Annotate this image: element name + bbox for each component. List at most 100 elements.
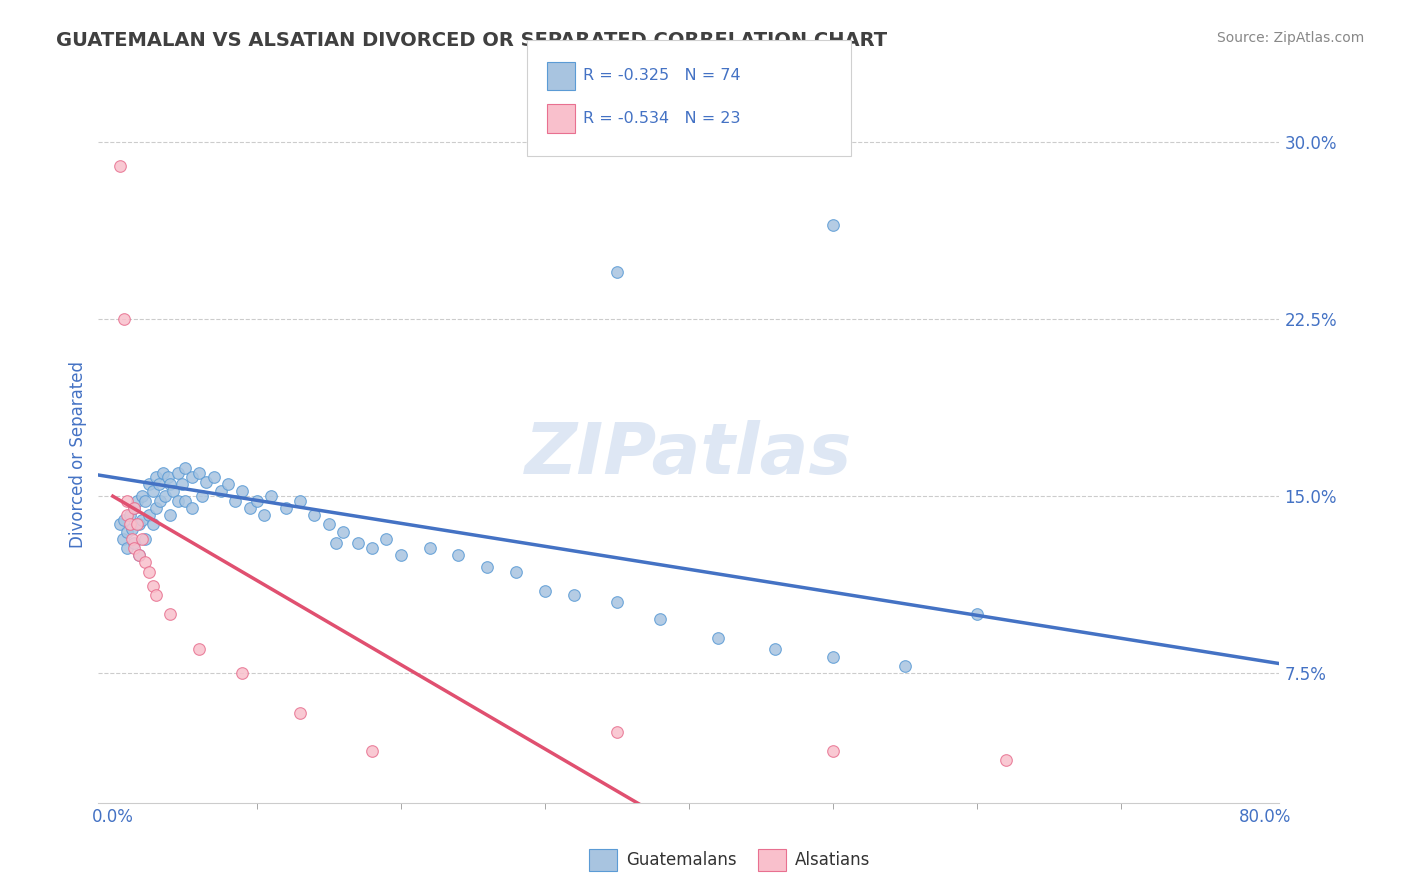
Point [115, 508, 138, 522]
Point [191, 489, 214, 503]
Point [239, 500, 262, 515]
Point [994, 753, 1017, 767]
Point [346, 536, 368, 550]
Point [108, 159, 131, 173]
Point [706, 631, 728, 645]
Point [477, 560, 499, 574]
Point [375, 532, 398, 546]
Point [606, 265, 628, 279]
Point [763, 642, 786, 657]
Point [217, 477, 239, 491]
Point [108, 517, 131, 532]
Point [195, 475, 218, 489]
Y-axis label: Divorced or Separated: Divorced or Separated [69, 361, 87, 549]
Point [145, 500, 167, 515]
Point [181, 470, 204, 484]
Point [124, 536, 146, 550]
Point [111, 532, 134, 546]
Point [318, 517, 340, 532]
Point [288, 494, 311, 508]
Point [134, 494, 156, 508]
Point [821, 744, 844, 758]
Point [159, 508, 181, 522]
Text: R = -0.325   N = 74: R = -0.325 N = 74 [583, 69, 741, 83]
Point [260, 489, 283, 503]
Point [127, 494, 149, 508]
Point [128, 548, 150, 562]
Point [606, 725, 628, 739]
Point [124, 541, 146, 555]
Point [253, 508, 276, 522]
Point [120, 508, 142, 522]
Point [534, 583, 557, 598]
Point [124, 500, 146, 515]
Point [121, 522, 143, 536]
Point [153, 489, 176, 503]
Point [142, 579, 165, 593]
Point [361, 744, 384, 758]
Point [120, 517, 142, 532]
Point [894, 659, 917, 673]
Point [188, 642, 211, 657]
Point [128, 517, 150, 532]
Point [127, 517, 149, 532]
Text: R = -0.534   N = 23: R = -0.534 N = 23 [583, 112, 741, 126]
Text: Alsatians: Alsatians [794, 851, 870, 869]
Point [209, 484, 232, 499]
Point [166, 494, 188, 508]
Point [821, 218, 844, 232]
Point [134, 532, 156, 546]
Point [131, 489, 153, 503]
Point [231, 484, 253, 499]
Point [332, 524, 354, 539]
Point [112, 312, 135, 326]
Point [159, 477, 181, 491]
Point [224, 494, 246, 508]
Point [142, 517, 165, 532]
Text: Guatemalans: Guatemalans [626, 851, 737, 869]
Point [173, 494, 195, 508]
Point [361, 541, 384, 555]
Point [562, 588, 585, 602]
Point [173, 461, 195, 475]
Point [148, 477, 170, 491]
Text: Source: ZipAtlas.com: Source: ZipAtlas.com [1216, 31, 1364, 45]
Point [505, 565, 527, 579]
Point [419, 541, 441, 555]
Point [156, 470, 179, 484]
Point [170, 477, 193, 491]
Point [966, 607, 988, 621]
Point [145, 470, 167, 484]
Point [115, 494, 138, 508]
Point [231, 666, 253, 681]
Point [274, 500, 297, 515]
Point [138, 565, 160, 579]
Point [246, 494, 269, 508]
Text: GUATEMALAN VS ALSATIAN DIVORCED OR SEPARATED CORRELATION CHART: GUATEMALAN VS ALSATIAN DIVORCED OR SEPAR… [56, 31, 887, 50]
Point [138, 508, 160, 522]
Point [152, 466, 174, 480]
Point [325, 536, 347, 550]
Point [304, 508, 326, 522]
Point [115, 524, 138, 539]
Point [188, 466, 211, 480]
Point [131, 532, 153, 546]
Point [142, 484, 165, 499]
Point [138, 477, 160, 491]
Point [121, 532, 143, 546]
Point [821, 649, 844, 664]
Point [159, 607, 181, 621]
Point [447, 548, 470, 562]
Point [145, 588, 167, 602]
Point [166, 466, 188, 480]
Point [650, 612, 672, 626]
Point [149, 494, 172, 508]
Point [134, 555, 156, 569]
Point [131, 513, 153, 527]
Point [288, 706, 311, 721]
Point [162, 484, 184, 499]
Point [389, 548, 412, 562]
Text: ZIPatlas: ZIPatlas [526, 420, 852, 490]
Point [606, 595, 628, 609]
Point [112, 513, 135, 527]
